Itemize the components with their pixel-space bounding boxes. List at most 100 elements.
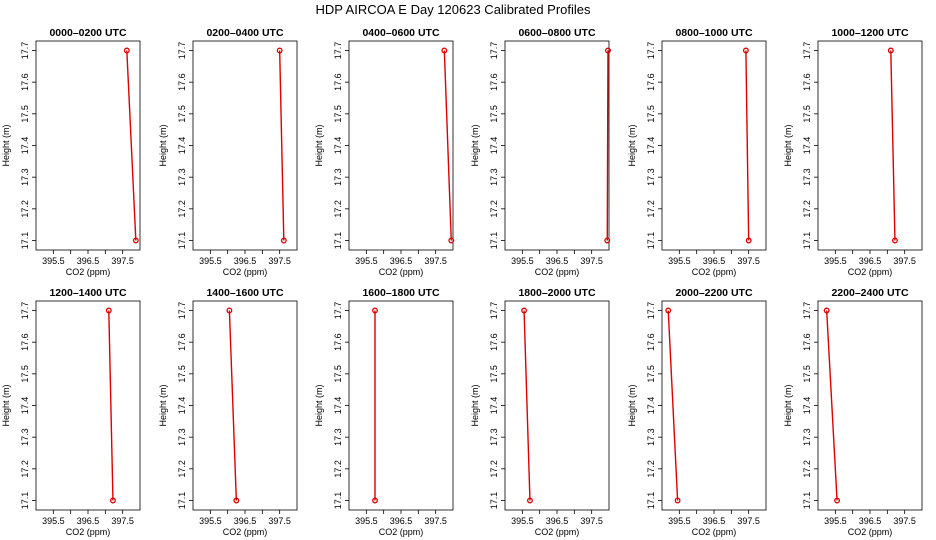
y-tick-label: 17.6 xyxy=(802,333,812,351)
y-tick-label: 17.5 xyxy=(802,105,812,123)
y-tick-label: 17.7 xyxy=(177,42,187,60)
y-tick-label: 17.3 xyxy=(177,168,187,186)
y-tick-label: 17.3 xyxy=(802,428,812,446)
y-tick-label: 17.2 xyxy=(333,200,343,218)
y-tick-label: 17.1 xyxy=(333,492,343,510)
data-point xyxy=(604,237,611,244)
chart-panel: 1400–1600 UTC 395.5 396.5 397.5 17.1 17.2 17.3… xyxy=(158,287,298,537)
y-tick-label: 17.7 xyxy=(802,42,812,60)
chart-panel: 0800–1000 UTC 395.5 396.5 397.5 17.1 17.2 17.3… xyxy=(627,27,767,277)
y-tick-label: 17.1 xyxy=(489,492,499,510)
x-tick-label: 397.5 xyxy=(268,256,291,266)
y-tick-label: 17.4 xyxy=(20,137,30,155)
y-tick-label: 17.6 xyxy=(20,73,30,91)
x-tick-label: 397.5 xyxy=(580,516,603,526)
data-point xyxy=(132,237,139,244)
y-tick-label: 17.7 xyxy=(646,42,656,60)
y-tick-label: 17.3 xyxy=(177,428,187,446)
plot-frame xyxy=(504,40,610,251)
chart-panel: 0600–0800 UTC 395.5 396.5 397.5 17.1 17.2 17.3… xyxy=(470,27,611,277)
x-tick-label: 395.5 xyxy=(511,516,534,526)
y-tick-label: 17.5 xyxy=(489,365,499,383)
x-axis-label: CO2 (ppm) xyxy=(848,267,893,277)
y-tick-label: 17.1 xyxy=(802,492,812,510)
y-tick-label: 17.2 xyxy=(489,460,499,478)
panels-grid: 0000–0200 UTC 395.5 396.5 397.5 17.1 17.2 17.3… xyxy=(1,27,923,537)
data-point xyxy=(887,47,894,54)
y-tick-label: 17.3 xyxy=(646,428,656,446)
x-tick-label: 395.5 xyxy=(824,516,847,526)
x-tick-label: 396.5 xyxy=(859,256,882,266)
data-point xyxy=(527,497,533,504)
panel-title: 0400–0600 UTC xyxy=(362,27,439,39)
x-tick-label: 395.5 xyxy=(42,516,65,526)
y-tick-label: 17.4 xyxy=(646,137,656,155)
x-tick-label: 397.5 xyxy=(268,516,291,526)
y-tick-label: 17.1 xyxy=(646,232,656,250)
y-tick-label: 17.5 xyxy=(20,365,30,383)
y-tick-label: 17.2 xyxy=(20,460,30,478)
x-tick-label: 396.5 xyxy=(77,516,100,526)
chart-panel: 2200–2400 UTC 395.5 396.5 397.5 17.1 17.2 17.3… xyxy=(783,287,923,537)
y-tick-label: 17.1 xyxy=(177,232,187,250)
x-tick-label: 396.5 xyxy=(859,516,882,526)
data-point xyxy=(233,497,240,504)
x-tick-label: 397.5 xyxy=(737,516,760,526)
profile-line xyxy=(228,310,238,501)
y-tick-label: 17.2 xyxy=(177,200,187,218)
x-tick-label: 397.5 xyxy=(111,256,134,266)
x-tick-label: 397.5 xyxy=(424,516,447,526)
y-tick-label: 17.5 xyxy=(646,105,656,123)
y-axis-label: Height (m) xyxy=(1,124,11,166)
y-tick-label: 17.7 xyxy=(20,42,30,60)
data-point xyxy=(834,497,841,504)
y-tick-label: 17.5 xyxy=(802,365,812,383)
x-tick-label: 396.5 xyxy=(703,516,726,526)
y-axis-label: Height (m) xyxy=(470,384,480,426)
data-point xyxy=(742,47,749,54)
y-tick-label: 17.4 xyxy=(20,397,30,415)
plot-frame xyxy=(661,40,767,251)
y-tick-label: 17.6 xyxy=(646,73,656,91)
y-tick-label: 17.1 xyxy=(489,232,499,250)
x-tick-label: 395.5 xyxy=(668,256,691,266)
panel-title: 0600–0800 UTC xyxy=(518,27,595,39)
x-tick-label: 396.5 xyxy=(77,256,100,266)
x-axis-label: CO2 (ppm) xyxy=(692,267,737,277)
y-tick-label: 17.2 xyxy=(333,460,343,478)
plot-frame xyxy=(817,40,923,251)
y-tick-label: 17.4 xyxy=(333,397,343,415)
data-point xyxy=(372,307,378,314)
x-tick-label: 395.5 xyxy=(355,516,378,526)
profile-line xyxy=(745,50,750,241)
y-tick-label: 17.4 xyxy=(489,397,499,415)
plot-frame xyxy=(348,300,454,511)
y-tick-label: 17.6 xyxy=(489,73,499,91)
profile-line xyxy=(667,310,679,501)
data-point xyxy=(823,307,830,314)
y-tick-label: 17.3 xyxy=(333,428,343,446)
x-tick-label: 396.5 xyxy=(546,516,569,526)
x-axis-label: CO2 (ppm) xyxy=(692,527,737,537)
plot-frame xyxy=(192,300,298,511)
x-tick-label: 395.5 xyxy=(199,256,222,266)
y-tick-label: 17.5 xyxy=(177,105,187,123)
y-tick-label: 17.6 xyxy=(489,333,499,351)
panel-title: 0200–0400 UTC xyxy=(206,27,283,39)
y-tick-label: 17.2 xyxy=(802,460,812,478)
y-tick-label: 17.7 xyxy=(177,302,187,320)
y-tick-label: 17.2 xyxy=(20,200,30,218)
panel-title: 0800–1000 UTC xyxy=(675,27,752,39)
profile-line xyxy=(523,310,531,501)
x-tick-label: 397.5 xyxy=(737,256,760,266)
y-tick-label: 17.6 xyxy=(646,333,656,351)
y-tick-label: 17.7 xyxy=(333,42,343,60)
x-axis-label: CO2 (ppm) xyxy=(223,527,268,537)
chart-panel: 2000–2200 UTC 395.5 396.5 397.5 17.1 17.2 17.3… xyxy=(627,287,767,537)
profile-line xyxy=(443,50,452,241)
plot-frame xyxy=(35,300,141,511)
chart-panel: 0000–0200 UTC 395.5 396.5 397.5 17.1 17.2 17.3… xyxy=(1,27,141,277)
data-point xyxy=(123,47,130,54)
x-tick-label: 397.5 xyxy=(111,516,134,526)
